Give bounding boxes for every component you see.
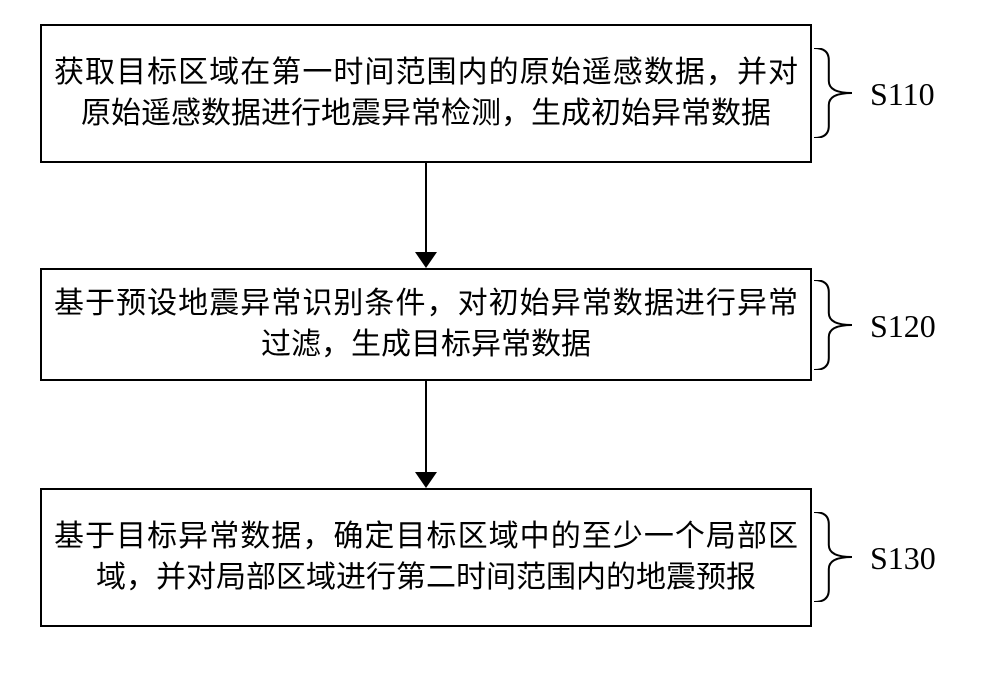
flow-arrow-icon (404, 381, 448, 488)
flow-step-label: S120 (870, 308, 936, 345)
flowchart-canvas: 获取目标区域在第一时间范围内的原始遥感数据，并对原始遥感数据进行地震异常检测，生… (0, 0, 1000, 675)
flow-step-S120: 基于预设地震异常识别条件，对初始异常数据进行异常过滤，生成目标异常数据 (40, 268, 812, 381)
flow-step-text: 基于预设地震异常识别条件，对初始异常数据进行异常过滤，生成目标异常数据 (42, 284, 810, 365)
flow-step-S110: 获取目标区域在第一时间范围内的原始遥感数据，并对原始遥感数据进行地震异常检测，生… (40, 24, 812, 163)
brace-icon (812, 280, 854, 370)
flow-step-text: 获取目标区域在第一时间范围内的原始遥感数据，并对原始遥感数据进行地震异常检测，生… (42, 53, 810, 134)
flow-step-label: S130 (870, 540, 936, 577)
flow-step-S130: 基于目标异常数据，确定目标区域中的至少一个局部区域，并对局部区域进行第二时间范围… (40, 488, 812, 627)
brace-icon (812, 512, 854, 602)
flow-step-label: S110 (870, 76, 935, 113)
flow-step-text: 基于目标异常数据，确定目标区域中的至少一个局部区域，并对局部区域进行第二时间范围… (42, 517, 810, 598)
brace-icon (812, 48, 854, 138)
flow-arrow-icon (404, 163, 448, 268)
